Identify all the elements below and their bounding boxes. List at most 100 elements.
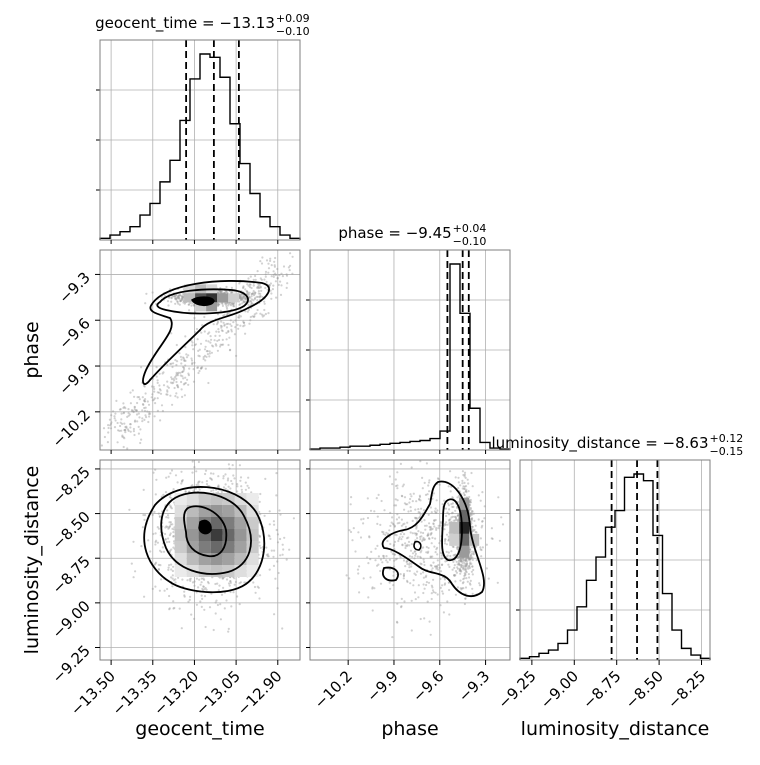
scatter-point [447,539,450,542]
scatter-point [258,541,261,544]
scatter-point [255,295,258,298]
density-cell [198,493,211,505]
scatter-point [395,518,398,521]
scatter-point [259,285,262,288]
scatter-point [225,326,229,329]
scatter-point [201,597,204,601]
scatter-point [214,612,217,615]
scatter-point [350,496,353,499]
scatter-point [468,495,471,499]
scatter-point [216,349,219,352]
scatter-point [182,292,185,295]
scatter-point [133,433,136,437]
scatter-point [181,296,184,299]
scatter-point [181,375,184,378]
scatter-point [461,470,464,473]
scatter-point [239,297,242,300]
scatter-point [172,362,175,365]
scatter-point [491,537,494,541]
scatter-point [283,536,286,539]
scatter-point [212,323,215,326]
scatter-point [441,592,445,595]
scatter-point [461,582,464,585]
scatter-point [215,344,218,347]
scatter-point [232,321,235,324]
scatter-point [434,565,437,568]
scatter-point [142,403,145,406]
scatter-point [193,303,196,306]
scatter-point [159,389,162,392]
scatter-point [138,416,141,419]
scatter-point [238,296,241,299]
scatter-point [242,286,245,289]
scatter-point [119,421,122,424]
scatter-point [165,541,168,544]
scatter-point [470,556,473,560]
scatter-point [173,386,176,390]
scatter-point [426,493,429,496]
title-phase: phase = −9.45 +0.04−0.10 [338,222,486,248]
scatter-point [260,278,263,281]
scatter-point [466,560,469,563]
scatter-point [430,532,433,535]
scatter-point [181,578,184,581]
scatter-point [167,566,170,569]
scatter-point [373,510,376,513]
contour-island [382,566,399,582]
scatter-point [434,507,437,510]
scatter-point [225,338,228,341]
scatter-point [182,301,185,304]
scatter-point [199,342,203,345]
scatter-point [418,494,421,497]
scatter-point [428,479,431,482]
scatter-point [281,275,284,278]
scatter-point [152,385,155,388]
scatter-point [184,490,187,493]
scatter-point [459,569,462,572]
scatter-point [215,330,218,333]
scatter-point [121,422,124,425]
scatter-point [220,490,223,493]
scatter-point [265,280,268,283]
scatter-point [267,262,270,265]
scatter-point [393,565,396,568]
scatter-point [112,410,115,413]
scatter-point [454,553,457,556]
scatter-point [485,567,488,570]
scatter-point [439,570,443,573]
scatter-point [362,517,365,521]
scatter-point [249,283,252,286]
scatter-point [202,577,205,580]
scatter-point [451,496,454,499]
scatter-point [212,472,215,475]
scatter-point [258,283,261,286]
scatter-point [147,539,150,542]
scatter-point [203,578,206,581]
scatter-point [436,566,439,569]
scatter-point [259,286,262,289]
scatter-point [239,324,242,327]
scatter-point [266,555,269,558]
scatter-point [472,568,475,572]
scatter-point [404,503,408,506]
scatter-point [403,496,407,499]
scatter-point [267,534,270,537]
scatter-point [136,420,139,423]
scatter-point [171,523,174,526]
scatter-point [447,581,450,584]
scatter-point [411,532,414,535]
scatter-point [390,550,393,553]
scatter-point [166,587,169,591]
scatter-point [465,568,468,571]
scatter-point [447,513,451,516]
scatter-point [206,332,210,335]
scatter-point [162,493,165,496]
scatter-point [256,299,259,302]
scatter-point [351,539,354,542]
scatter-point [462,568,465,571]
scatter-point [459,559,462,563]
scatter-point [187,354,190,357]
scatter-point [182,299,185,302]
scatter-point [463,471,467,474]
scatter-point [398,536,401,539]
